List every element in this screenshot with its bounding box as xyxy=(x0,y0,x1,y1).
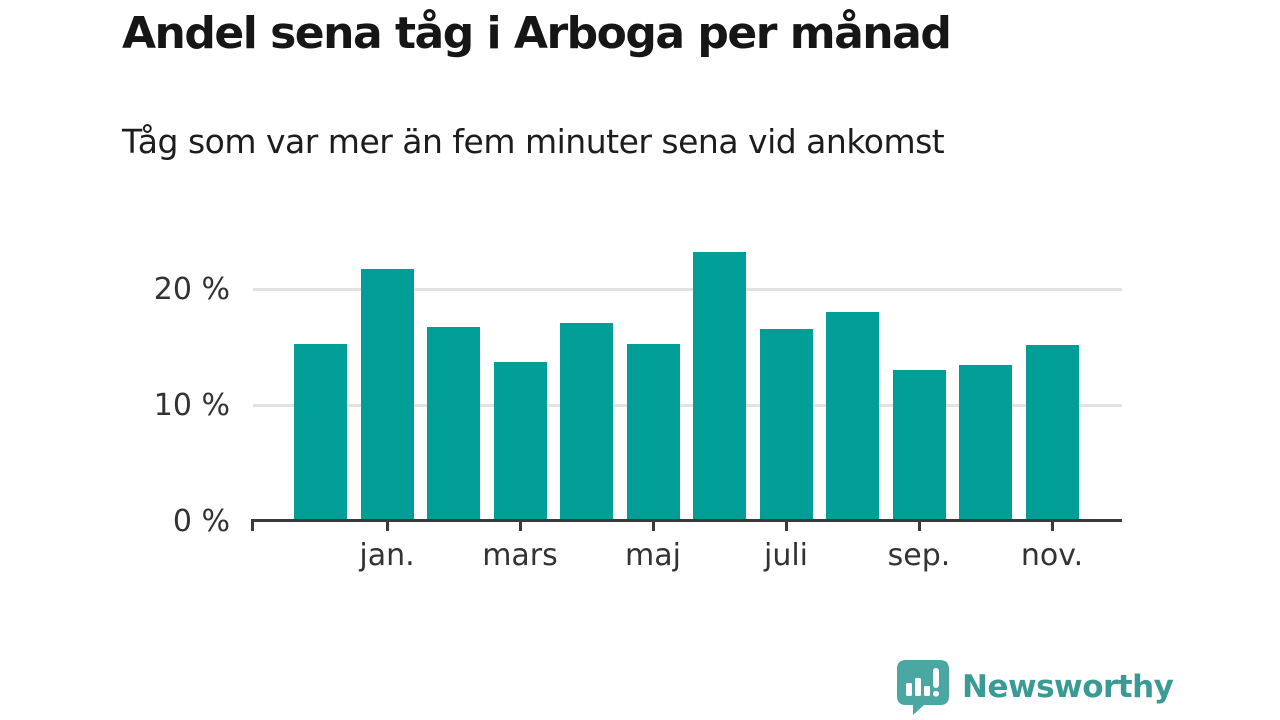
x-axis-tick-nov. xyxy=(1051,519,1054,531)
x-axis-label-juli: juli xyxy=(763,538,809,573)
bar-jan. xyxy=(361,269,414,522)
x-axis-tick-mars xyxy=(519,519,522,531)
x-axis-label-nov.: nov. xyxy=(1020,538,1084,573)
brand-footer: Newsworthy xyxy=(895,658,1174,715)
y-axis-label-10: 10 % xyxy=(153,388,230,423)
x-axis-label-sep.: sep. xyxy=(887,538,951,573)
bar-okt. xyxy=(959,365,1012,522)
x-axis-label-jan.: jan. xyxy=(359,538,415,573)
bar-dec. xyxy=(294,344,347,522)
bar-sep. xyxy=(893,370,946,522)
brand-wordmark: Newsworthy xyxy=(962,668,1174,705)
bar-aug. xyxy=(826,312,879,522)
newsworthy-logo-icon xyxy=(897,660,949,715)
gridline-20 xyxy=(253,288,1122,291)
bar-juni xyxy=(693,252,746,522)
bar-nov. xyxy=(1026,345,1079,522)
gridline-10 xyxy=(253,404,1122,407)
bar-apr. xyxy=(560,323,613,522)
bar-juli xyxy=(760,329,813,522)
x-axis-tick-juli xyxy=(785,519,788,531)
x-axis-label-mars: mars xyxy=(482,538,558,573)
x-axis-tick-jan. xyxy=(386,519,389,531)
x-axis-tick-sep. xyxy=(918,519,921,531)
bar-maj xyxy=(627,344,680,522)
bar-feb. xyxy=(427,327,480,522)
x-axis-line xyxy=(251,519,1122,522)
chart-title: Andel sena tåg i Arboga per månad xyxy=(122,8,952,59)
x-axis-tick-maj xyxy=(652,519,655,531)
x-axis-start-tick xyxy=(251,519,254,531)
bar-mars xyxy=(494,362,547,522)
y-axis-label-20: 20 % xyxy=(153,272,230,307)
chart-subtitle: Tåg som var mer än fem minuter sena vid … xyxy=(122,122,945,161)
y-axis-label-0: 0 % xyxy=(172,504,230,539)
x-axis-label-maj: maj xyxy=(625,538,681,573)
